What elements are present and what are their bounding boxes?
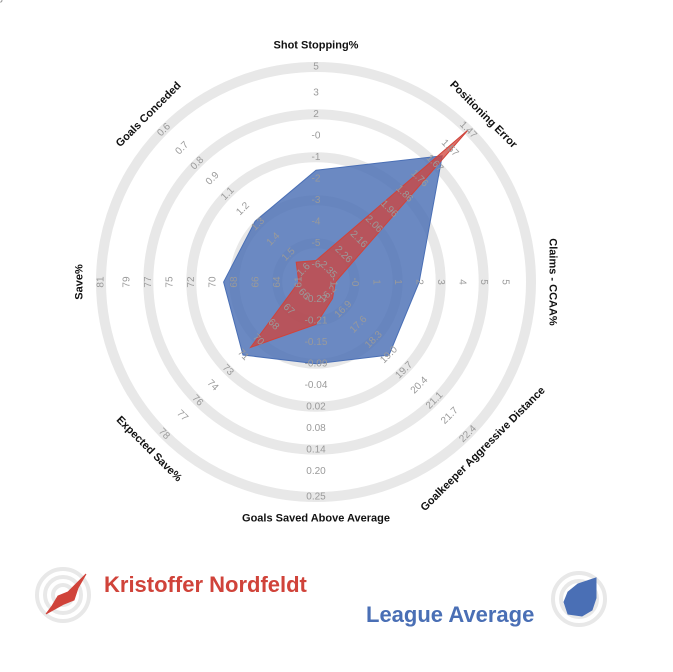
tick-label: -0.21: [305, 315, 328, 326]
legend-league-name: League Average: [366, 602, 535, 627]
tick-label: 0.08: [306, 423, 326, 434]
tick-label: 79: [121, 276, 132, 288]
tick-label: 61: [293, 276, 304, 288]
tick-label: 4: [457, 279, 468, 285]
tick-label: 0.9: [204, 170, 222, 188]
tick-label: 5: [478, 279, 489, 285]
axis-title: Claims - CCAA%: [547, 238, 559, 326]
tick-label: 74: [205, 378, 221, 394]
tick-label: -2: [312, 173, 321, 184]
tick-label: 2: [313, 109, 319, 120]
axis-title: Shot Stopping%: [274, 39, 359, 51]
tick-label: 1: [392, 279, 403, 285]
tick-label: 0.20: [306, 466, 326, 477]
tick-label: -0.09: [305, 358, 328, 369]
tick-label: -0.15: [305, 337, 328, 348]
tick-label: -3: [312, 195, 321, 206]
radar-ring: [96, 62, 536, 502]
legend-player-name: Kristoffer Nordfeldt: [104, 572, 307, 597]
tick-label: 66: [250, 276, 261, 288]
tick-label: -1: [328, 278, 339, 287]
tick-label: 1: [371, 279, 382, 285]
tick-label: 70: [207, 276, 218, 288]
tick-label: -1: [312, 152, 321, 163]
tick-label: 21.7: [439, 405, 461, 427]
tick-label: 0.14: [306, 444, 326, 455]
tick-label: 20.4: [409, 374, 431, 396]
tick-label: 3: [435, 279, 446, 285]
player-legend-icon: [35, 567, 91, 623]
tick-label: 75: [164, 276, 175, 288]
tick-label: -0: [312, 130, 321, 141]
tick-label: -0.04: [305, 380, 328, 391]
tick-label: 64: [272, 276, 283, 288]
tick-label: -0: [349, 278, 360, 287]
radar-ring: [143, 109, 489, 455]
tick-label: 77: [143, 276, 154, 288]
tick-label: -4: [312, 216, 321, 227]
axis-title: Save%: [73, 264, 85, 300]
tick-label: 77: [174, 408, 190, 424]
axis-title: Goals Saved Above Average: [242, 512, 390, 524]
tick-label: 8: [0, 0, 3, 6]
tick-label: 3: [313, 87, 319, 98]
tick-label: 81: [96, 276, 107, 288]
tick-label: 2: [414, 279, 425, 285]
tick-label: -5: [312, 238, 321, 249]
radar-chart: -6-5-4-3-2-1-0235682.352.262.162.061.961…: [0, 0, 559, 524]
league-legend-icon: [551, 571, 607, 627]
tick-label: 72: [186, 276, 197, 288]
tick-label: 0.02: [306, 401, 326, 412]
tick-label: 1.2: [234, 200, 252, 218]
radar-polygons: [223, 129, 469, 365]
tick-label: 6: [0, 0, 3, 6]
radar-ring: [186, 152, 446, 412]
tick-label: -6: [312, 259, 321, 270]
tick-label: 68: [229, 276, 240, 288]
tick-label: 0.7: [173, 139, 191, 157]
player-polygon: [249, 129, 469, 349]
tick-label: 5: [500, 279, 511, 285]
tick-label: 0.25: [306, 492, 326, 503]
tick-label: -0.27: [305, 294, 328, 305]
tick-label: 5: [313, 62, 319, 73]
